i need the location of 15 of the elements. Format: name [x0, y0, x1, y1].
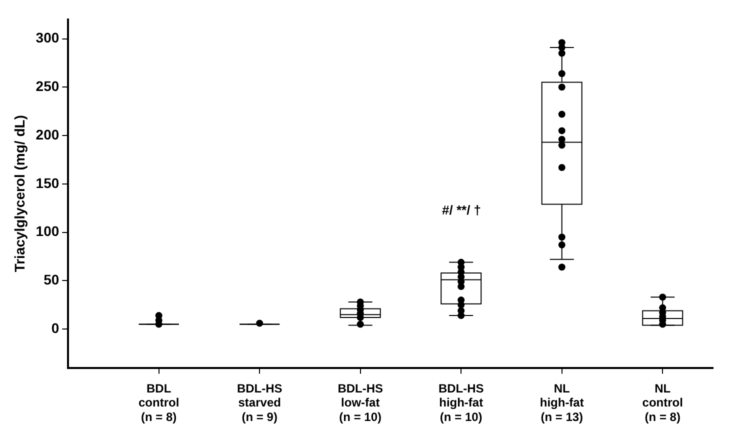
x-tick-label: BDL-HS starved (n = 9) [236, 381, 282, 424]
x-tick-label: NL high-fat (n = 13) [540, 381, 584, 424]
y-tick-label: 100 [36, 223, 60, 240]
y-tick-label: 0 [51, 320, 60, 336]
y-tick-label: 150 [36, 174, 60, 191]
y-tick-label: 50 [44, 272, 60, 288]
x-tick-label: BDL-HS high-fat (n = 10) [438, 381, 484, 424]
x-tick-label: BDL-HS low-fat (n = 10) [338, 381, 384, 424]
y-axis-title: Triacylglycerol (mg/ dL) [11, 115, 28, 272]
y-tick-label: 250 [36, 78, 60, 94]
x-tick-label: NL control (n = 8) [642, 381, 683, 424]
annotation: #/ **/ † [442, 202, 482, 218]
y-tick-label: 300 [36, 30, 60, 46]
x-tick-label: BDL control (n = 8) [138, 381, 180, 424]
y-tick-label: 200 [36, 126, 60, 142]
